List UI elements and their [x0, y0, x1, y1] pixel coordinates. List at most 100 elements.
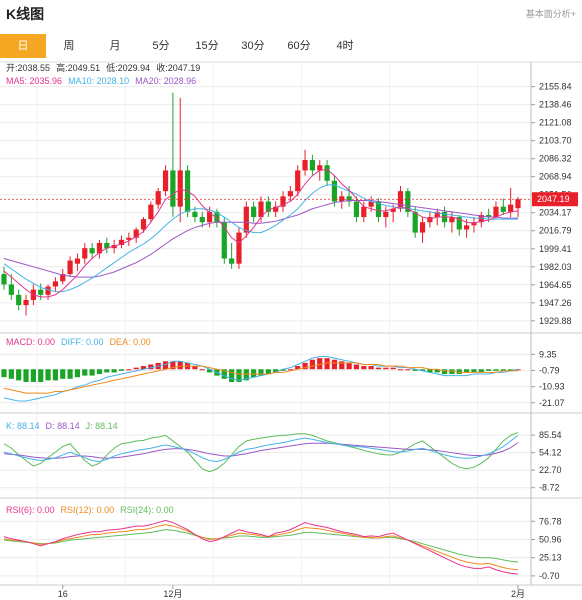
candle-body [390, 208, 396, 212]
diff-line [3, 356, 519, 402]
kdj-legend-value: 88.14 [17, 421, 40, 431]
tab-5[interactable]: 30分 [241, 40, 265, 52]
candle-body [471, 222, 477, 226]
candle-body [295, 170, 301, 192]
y-tick-label: -0.79 [539, 366, 560, 376]
macd-bar [471, 369, 477, 373]
candle-body [207, 211, 213, 223]
macd-bar [434, 369, 440, 373]
rsi-legend-label: RSI(12): [61, 505, 97, 515]
candle-body [353, 201, 360, 218]
macd-bar [331, 359, 338, 370]
macd-legend-label: MACD: [6, 337, 38, 347]
ma-legend: MA5: 2035.96 MA10: 2028.10 MA20: 2028.96 [6, 76, 196, 86]
last-price-badge [532, 192, 578, 207]
macd-bar [140, 366, 147, 370]
macd-bar [170, 361, 176, 370]
candle-body [74, 258, 81, 264]
macd-bar [221, 369, 227, 379]
macd-bar [126, 369, 132, 371]
macd-bar [464, 369, 470, 373]
ohlc-legend-value: 2049.51 [68, 63, 101, 73]
kdj-legend-value: 88.14 [57, 421, 80, 431]
candle-body [170, 170, 176, 207]
y-tick-label: -8.72 [539, 483, 560, 493]
candle-body [317, 165, 323, 171]
macd-bar [133, 367, 139, 370]
candle-body [1, 274, 7, 285]
macd-bar [397, 369, 404, 371]
macd-bar [23, 369, 29, 382]
y-tick-label: 2138.46 [539, 100, 572, 110]
tab-4[interactable]: 15分 [195, 40, 219, 52]
rsi-legend-label: RSI(6): [6, 505, 37, 515]
y-tick-label: 2068.94 [539, 172, 572, 182]
y-tick-label: -21.07 [539, 398, 565, 408]
last-price-label: 2047.19 [537, 194, 570, 204]
period-tabs: 日 周 月 5分 15分 30分 60分 4时 [0, 34, 582, 58]
candle-body [133, 229, 139, 238]
macd-bar [375, 367, 382, 370]
candle-body [236, 232, 242, 264]
macd-bar [427, 369, 433, 373]
macd-bar [243, 369, 249, 381]
tab-6[interactable]: 60分 [287, 40, 311, 52]
candle-body [23, 299, 29, 306]
macd-bar [199, 369, 205, 371]
tab-1[interactable]: 周 [63, 40, 75, 52]
macd-bar [486, 369, 492, 371]
kdj-legend-label: K: [6, 421, 17, 431]
tab-7[interactable]: 4时 [336, 40, 354, 52]
tab-0[interactable]: 日 [0, 34, 46, 58]
candle-body [456, 217, 462, 230]
fundamental-analysis-link[interactable]: 基本面分析+ [525, 9, 576, 19]
kdj-legend-label: D: [46, 421, 58, 431]
candle-body [449, 217, 455, 223]
candle-body [60, 274, 66, 282]
ma-legend-label: MA20: [135, 76, 164, 86]
candle-body [265, 201, 271, 212]
macd-bar [45, 369, 51, 381]
ma20-line [3, 199, 518, 278]
candle-body [89, 248, 95, 254]
y-tick-label: 2103.70 [539, 136, 572, 146]
macd-bar [339, 361, 345, 370]
rsi-legend-label: RSI(24): [120, 505, 156, 515]
rsi24-line [3, 529, 519, 563]
candle-body [434, 211, 440, 218]
rsi-legend-value: 0.00 [156, 505, 174, 515]
macd-bar [104, 369, 110, 373]
y-tick-label: 76.78 [539, 516, 562, 526]
ohlc-legend-value: 2038.55 [18, 63, 51, 73]
y-tick-label: -0.70 [539, 571, 560, 581]
macd-bar [60, 369, 66, 379]
kdj-legend-label: J: [86, 421, 96, 431]
macd-bar [111, 369, 117, 373]
x-tick-label: 16 [58, 589, 68, 599]
candle-body [419, 222, 426, 233]
tab-3[interactable]: 5分 [152, 40, 170, 52]
y-tick-label: 9.35 [539, 349, 557, 359]
candle-body [16, 294, 22, 306]
tab-2[interactable]: 月 [109, 40, 121, 52]
ohlc-legend-label: 收: [156, 62, 168, 73]
macd-legend-value: 0.00 [133, 337, 151, 347]
macd-bar [324, 358, 330, 370]
macd-bar [456, 369, 462, 375]
candle-body [214, 211, 220, 223]
ma10-line [3, 184, 518, 293]
rsi6-line [3, 519, 519, 575]
candle-body [192, 211, 198, 218]
macd-bar [346, 362, 352, 370]
macd-bar [1, 369, 7, 378]
macd-bar [419, 369, 426, 371]
x-tick-label: 2月 [511, 589, 525, 599]
macd-bar [368, 366, 374, 370]
macd-bar [177, 361, 183, 370]
ma5-line [3, 168, 519, 298]
y-tick-label: 1982.03 [539, 262, 572, 272]
y-tick-label: 2034.17 [539, 208, 572, 218]
macd-legend-value: 0.00 [86, 337, 104, 347]
y-tick-label: 2155.84 [539, 82, 572, 92]
